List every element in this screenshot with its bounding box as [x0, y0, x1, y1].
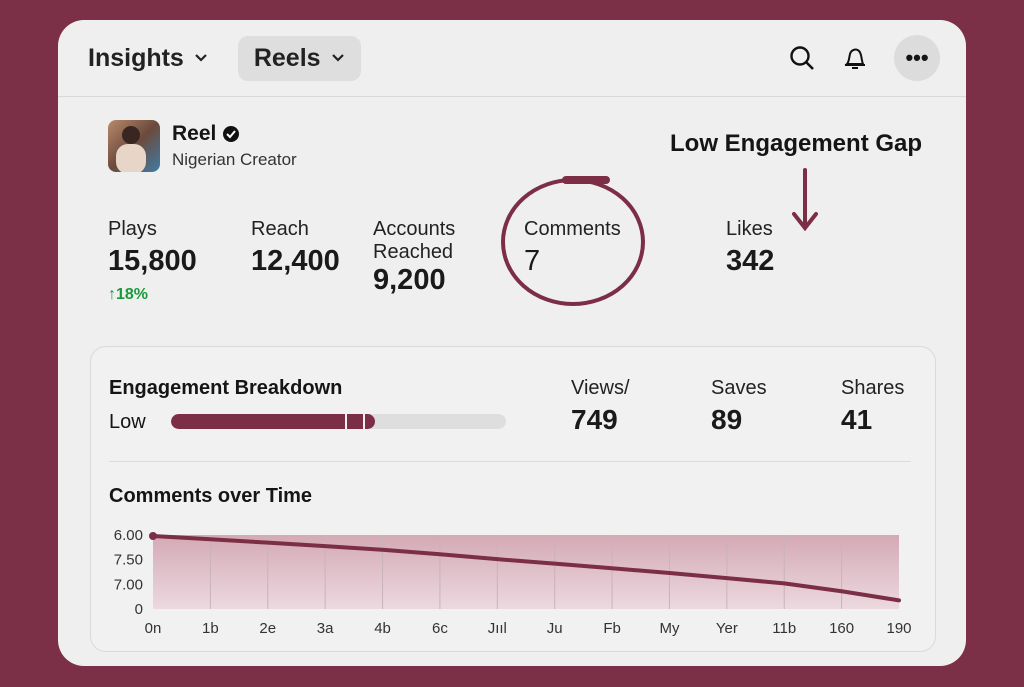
metric-likes: Likes 342: [726, 218, 774, 278]
profile: Reel Nigerian Creator: [108, 120, 297, 172]
plot-area: [153, 535, 899, 609]
chevron-down-icon: [195, 54, 207, 62]
metric-value: 12,400: [251, 245, 340, 277]
profile-subtitle: Nigerian Creator: [172, 150, 297, 169]
verified-badge-icon: [223, 126, 240, 142]
data-point: [149, 531, 157, 540]
change-value: 18%: [116, 286, 149, 303]
x-tick-label: 11b: [772, 620, 796, 637]
stat-value: 41: [841, 404, 873, 435]
avatar: [108, 120, 160, 172]
stat-views: Views/749: [571, 377, 630, 436]
metric-label: Comments: [524, 218, 621, 240]
metric-change: ↑18%: [108, 286, 149, 303]
arrow-down-icon: [792, 168, 818, 232]
y-tick-label: 7.00: [114, 576, 143, 593]
x-tick-label: 3a: [317, 620, 334, 637]
more-options-button[interactable]: •••: [894, 35, 940, 81]
search-icon[interactable]: [788, 44, 816, 72]
metric-value: 9,200: [373, 264, 446, 296]
x-tick-label: Jııl: [488, 620, 507, 637]
x-tick-label: Ju: [547, 620, 563, 637]
metric-value: 15,800: [108, 245, 197, 277]
header: Insights Reels •••: [58, 20, 966, 97]
x-tick-label: 190: [886, 620, 911, 637]
chart-title: Comments over Time: [109, 485, 313, 507]
reels-dropdown[interactable]: Reels: [237, 35, 361, 81]
insights-card: Insights Reels ••• Reel Nigerian Creator…: [58, 20, 966, 666]
chevron-down-icon: [331, 54, 344, 62]
x-tick-label: 2e: [259, 620, 276, 637]
metric-comments: Comments 7: [524, 218, 621, 278]
stat-shares: Shares 41: [841, 377, 904, 436]
stat-value: 89: [711, 404, 743, 435]
insights-dropdown[interactable]: Insights: [88, 36, 224, 81]
x-tick-label: 160: [829, 620, 854, 637]
stat-label: Saves: [711, 377, 767, 399]
comments-chart: 0n 1b 2e 3a 4b 6c Jııl Ju Fb My Yer 11b 160 190 6.00 7.…: [114, 527, 912, 637]
metric-label: Plays: [108, 218, 157, 240]
x-tick-label: 1b: [202, 620, 219, 637]
y-tick-label: 6.00: [114, 527, 143, 544]
engagement-bar: [171, 414, 506, 429]
x-tick-label: 0n: [145, 620, 162, 637]
metric-reach: Reach 12,400: [251, 218, 340, 278]
y-tick-label: 0: [135, 601, 143, 618]
dropdown-label: Insights: [88, 43, 184, 72]
profile-name: Reel: [172, 122, 217, 145]
metric-value: 7: [524, 245, 541, 277]
bell-icon[interactable]: [842, 44, 868, 72]
x-tick-label: Yer: [716, 620, 738, 637]
metric-label: Likes: [726, 218, 773, 240]
engagement-panel: Engagement Breakdown Low Views/749 Saves…: [90, 346, 936, 652]
engagement-level: Low: [109, 411, 146, 433]
x-tick-label: Fb: [603, 620, 621, 637]
stat-saves: Saves 89: [711, 377, 767, 436]
metric-value: 342: [726, 245, 775, 277]
x-tick-label: 6c: [432, 620, 448, 637]
annotation-label: Low Engagement Gap: [670, 130, 923, 157]
x-tick-label: My: [659, 620, 679, 637]
metric-plays: Plays 15,800 ↑18%: [108, 218, 197, 304]
breakdown-title: Engagement Breakdown: [109, 377, 343, 399]
divider: [109, 461, 911, 462]
series-line: [151, 533, 901, 603]
stat-label: Views/: [571, 377, 630, 399]
engagement-bar-fill: [171, 414, 376, 429]
highlight-circle: [501, 176, 645, 306]
metric-label: Accounts Reached: [373, 218, 456, 263]
metric-accounts-reached: Accounts Reached 9,200: [373, 218, 483, 297]
y-tick-label: 7.50: [114, 552, 143, 569]
stat-value: 749: [571, 404, 618, 435]
x-tick-label: 4b: [374, 620, 391, 637]
metric-label: Reach: [251, 218, 309, 240]
dropdown-label: Reels: [253, 43, 321, 72]
stat-label: Shares: [841, 377, 905, 399]
